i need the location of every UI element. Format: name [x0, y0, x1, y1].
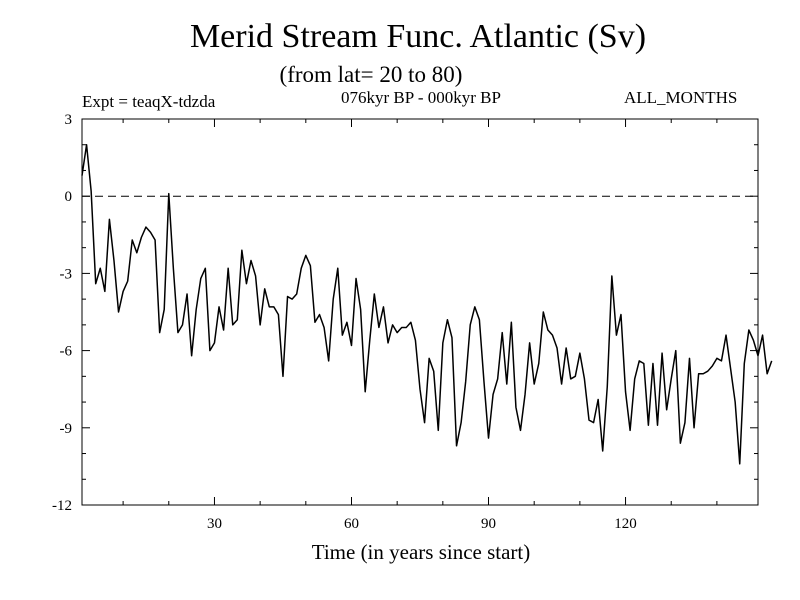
x-axis-label: Time (in years since start)	[311, 540, 531, 564]
period-label: 076kyr BP - 000kyr BP	[341, 88, 501, 107]
chart-subtitle: (from lat= 20 to 80)	[279, 62, 463, 87]
y-tick-label: -12	[52, 498, 72, 514]
season-label: ALL_MONTHS	[624, 88, 738, 107]
x-tick-label: 90	[481, 516, 496, 532]
y-tick-label: 3	[65, 112, 73, 128]
experiment-label: Expt = teaqX-tdzda	[82, 92, 216, 111]
series-line	[81, 143, 773, 465]
y-tick-label: 0	[65, 189, 73, 205]
x-tick-label: 60	[344, 516, 359, 532]
x-tick-label: 30	[207, 516, 222, 532]
y-tick-label: -9	[60, 421, 73, 437]
x-axis: 30 60 90 120	[122, 119, 718, 532]
y-tick-label: -6	[60, 344, 73, 360]
y-axis: 3 0 -3 -6 -9 -12	[52, 112, 758, 514]
y-tick-label: -3	[60, 266, 73, 282]
plot-frame	[81, 118, 759, 506]
chart-title: Merid Stream Func. Atlantic (Sv)	[189, 18, 647, 55]
x-tick-label: 120	[614, 516, 637, 532]
